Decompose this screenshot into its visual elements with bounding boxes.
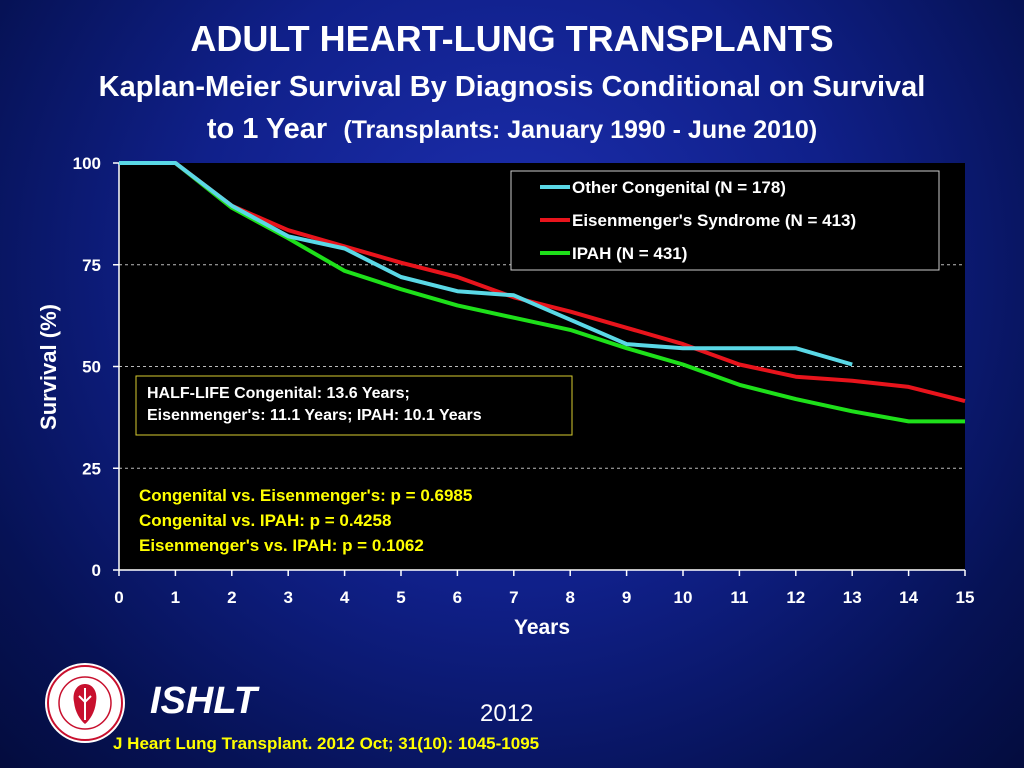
half-life-box: HALF-LIFE Congenital: 13.6 Years; Eisenm… xyxy=(135,375,573,436)
legend-label-congenital: Other Congenital (N = 178) xyxy=(572,178,786,197)
x-tick-label: 11 xyxy=(730,588,748,607)
y-tick-label: 75 xyxy=(82,256,101,275)
x-tick-label: 9 xyxy=(622,588,631,607)
x-tick-label: 8 xyxy=(565,588,574,607)
x-tick-label: 5 xyxy=(396,588,405,607)
x-tick-label: 2 xyxy=(227,588,236,607)
x-tick-label: 1 xyxy=(171,588,180,607)
legend-label-eisenmenger: Eisenmenger's Syndrome (N = 413) xyxy=(572,211,856,230)
page-subtitle: Kaplan-Meier Survival By Diagnosis Condi… xyxy=(0,66,1024,151)
half-life-line-1: HALF-LIFE Congenital: 13.6 Years; xyxy=(147,385,410,402)
x-tick-label: 10 xyxy=(674,588,693,607)
subtitle-line-2: to 1 Year (Transplants: January 1990 - J… xyxy=(0,108,1024,151)
p-value-annotations: Congenital vs. Eisenmenger's: p = 0.6985… xyxy=(139,486,472,555)
y-tick-label: 25 xyxy=(82,459,101,478)
p-value-line-2: Congenital vs. IPAH: p = 0.4258 xyxy=(139,511,391,530)
legend: Other Congenital (N = 178) Eisenmenger's… xyxy=(510,170,940,271)
x-tick-label: 7 xyxy=(509,588,518,607)
y-axis-label: Survival (%) xyxy=(36,304,61,430)
legend-label-ipah: IPAH (N = 431) xyxy=(572,244,687,263)
subtitle-main: to 1 Year xyxy=(206,113,328,145)
citation: J Heart Lung Transplant. 2012 Oct; 31(10… xyxy=(113,734,540,753)
p-value-line-3: Eisenmenger's vs. IPAH: p = 0.1062 xyxy=(139,536,424,555)
series-line-congenital xyxy=(119,161,853,367)
x-tick-label: 15 xyxy=(956,588,975,607)
x-axis-label: Years xyxy=(514,616,570,639)
x-tick-label: 4 xyxy=(340,588,350,607)
p-value-line-1: Congenital vs. Eisenmenger's: p = 0.6985 xyxy=(139,486,472,505)
y-tick-label: 0 xyxy=(92,561,101,580)
subtitle-date-range: (Transplants: January 1990 - June 2010) xyxy=(343,116,818,144)
half-life-line-2: Eisenmenger's: 11.1 Years; IPAH: 10.1 Ye… xyxy=(147,407,482,424)
series-line-eisenmenger xyxy=(119,161,966,404)
ishlt-seal-icon xyxy=(45,663,125,743)
x-tick-label: 12 xyxy=(786,588,805,607)
y-tick-label: 50 xyxy=(82,358,101,377)
x-tick-label: 0 xyxy=(114,588,123,607)
x-tick-label: 3 xyxy=(283,588,292,607)
x-tick-label: 6 xyxy=(453,588,462,607)
subtitle-line-1: Kaplan-Meier Survival By Diagnosis Condi… xyxy=(98,71,926,103)
x-tick-label: 14 xyxy=(899,588,918,607)
ishlt-brand: ISHLT xyxy=(150,680,257,722)
y-tick-label: 100 xyxy=(73,154,101,173)
page-title: ADULT HEART-LUNG TRANSPLANTS xyxy=(190,18,834,59)
footer-year: 2012 xyxy=(480,700,534,727)
x-tick-label: 13 xyxy=(843,588,862,607)
